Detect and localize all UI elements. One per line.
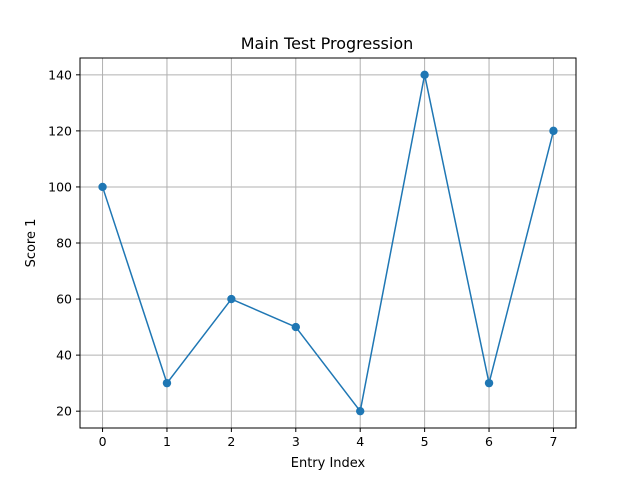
data-point	[227, 294, 236, 304]
y-axis-ticks: 20 40 60 80 100 120 140	[48, 67, 80, 419]
x-axis-label: Entry Index	[291, 456, 366, 471]
data-point	[162, 378, 172, 388]
data-point	[484, 378, 494, 388]
x-tick-label: 0	[99, 434, 107, 449]
x-tick-label: 6	[485, 434, 493, 449]
data-point	[98, 182, 107, 192]
data-point	[356, 406, 365, 416]
x-tick-label: 5	[421, 434, 429, 449]
data-point	[291, 322, 300, 332]
x-axis-ticks: 0 1 2 3 4 5 6 7	[99, 428, 557, 449]
y-tick-label: 140	[48, 67, 72, 82]
y-tick-label: 100	[48, 179, 72, 194]
y-tick-label: 20	[56, 404, 72, 419]
y-tick-label: 60	[56, 292, 72, 307]
y-tick-label: 120	[48, 123, 72, 138]
x-tick-label: 3	[292, 434, 300, 449]
y-tick-label: 80	[56, 236, 72, 251]
x-tick-label: 2	[227, 434, 235, 449]
data-point	[549, 126, 558, 136]
x-tick-label: 1	[163, 434, 171, 449]
y-tick-label: 40	[56, 348, 72, 363]
x-tick-label: 4	[356, 434, 364, 449]
series-layer	[98, 70, 558, 416]
x-tick-label: 7	[549, 434, 557, 449]
series-line	[101, 74, 555, 412]
data-point	[420, 70, 429, 80]
y-axis-label: Score 1	[24, 219, 39, 268]
chart-title: Main Test Progression	[241, 34, 414, 53]
grid-lines	[80, 58, 576, 428]
